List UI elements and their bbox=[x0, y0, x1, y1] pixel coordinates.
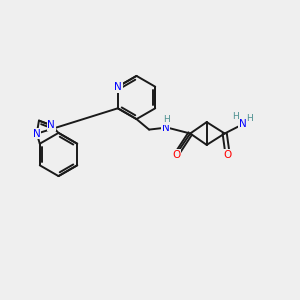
Text: N: N bbox=[114, 82, 122, 92]
Text: H: H bbox=[232, 112, 239, 121]
Text: N: N bbox=[33, 129, 40, 139]
Text: H: H bbox=[163, 115, 169, 124]
Text: O: O bbox=[172, 150, 180, 160]
Text: N: N bbox=[47, 120, 55, 130]
Text: O: O bbox=[223, 150, 231, 160]
Text: N: N bbox=[239, 119, 247, 130]
Text: N: N bbox=[162, 123, 170, 133]
Text: H: H bbox=[246, 114, 253, 123]
